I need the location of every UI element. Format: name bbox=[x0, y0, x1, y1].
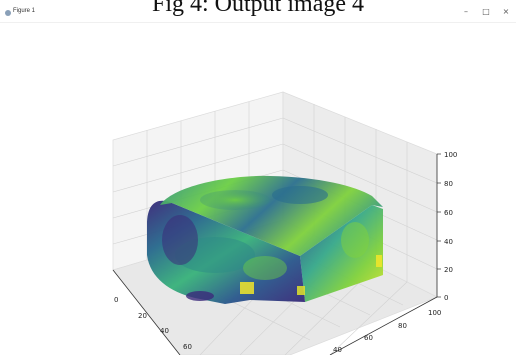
volume-detail bbox=[297, 286, 305, 295]
close-button[interactable]: × bbox=[502, 7, 510, 16]
volume-detail bbox=[341, 222, 369, 258]
volume-detail bbox=[162, 215, 198, 265]
figure-caption: Fig 4: Output image 4 bbox=[152, 0, 364, 17]
z-tick-label: 80 bbox=[444, 180, 453, 188]
x-tick-label: 40 bbox=[160, 327, 169, 335]
z-tick-label: 60 bbox=[444, 209, 453, 217]
x-tick-label: 20 bbox=[138, 312, 147, 320]
z-tick-label: 0 bbox=[444, 294, 448, 302]
volume-detail bbox=[200, 190, 270, 210]
window-title: Figure 1 bbox=[13, 8, 36, 14]
axis-lines bbox=[112, 154, 438, 355]
volume-render bbox=[147, 175, 383, 304]
maximize-button[interactable]: □ bbox=[482, 7, 490, 16]
z-tick-label: 20 bbox=[444, 266, 453, 274]
y-tick-label: 80 bbox=[398, 322, 407, 330]
3d-volume-plot[interactable]: 0 20 40 60 80 100 100 80 60 40 0 20 40 6… bbox=[0, 22, 516, 355]
x-tick-label: 0 bbox=[114, 296, 118, 304]
volume-detail bbox=[376, 255, 382, 267]
z-tick-label: 40 bbox=[444, 238, 453, 246]
minimize-button[interactable]: – bbox=[464, 7, 468, 16]
y-tick-label: 40 bbox=[333, 346, 342, 354]
volume-detail bbox=[240, 282, 254, 294]
x-axis: 0 20 40 60 bbox=[114, 296, 192, 351]
x-tick-label: 60 bbox=[183, 343, 192, 351]
y-tick-label: 100 bbox=[428, 309, 441, 317]
volume-detail bbox=[186, 291, 214, 301]
volume-detail bbox=[243, 256, 287, 280]
volume-detail bbox=[272, 186, 328, 204]
z-axis: 0 20 40 60 80 100 bbox=[437, 151, 457, 302]
y-axis: 100 80 60 40 bbox=[333, 309, 441, 354]
z-tick-label: 100 bbox=[444, 151, 457, 159]
y-tick-label: 60 bbox=[364, 334, 373, 342]
app-icon bbox=[5, 10, 11, 16]
title-bar[interactable]: Fig 4: Output image 4 Figure 1 – □ × bbox=[0, 0, 516, 23]
